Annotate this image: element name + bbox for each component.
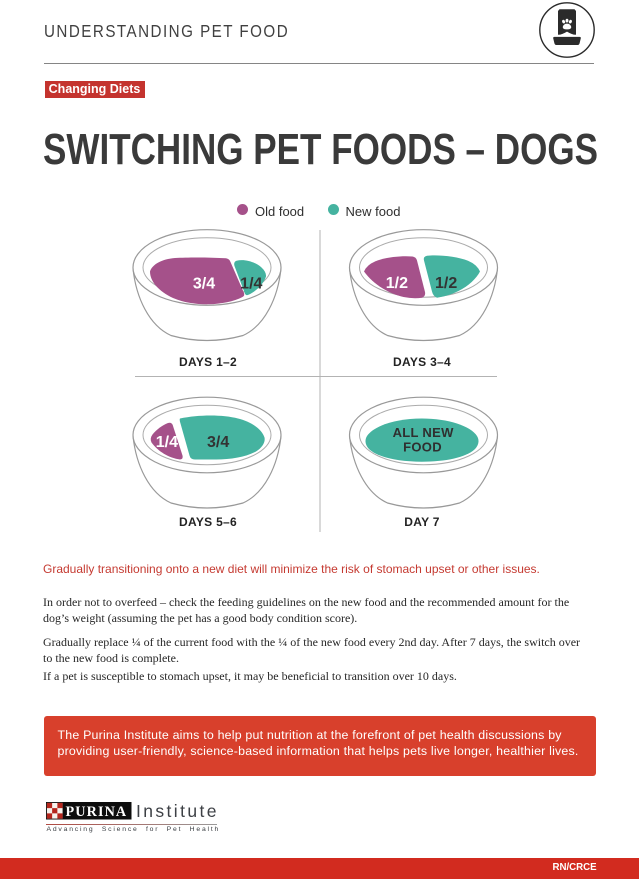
svg-text:PURINA: PURINA (66, 803, 128, 819)
svg-text:1/4: 1/4 (156, 434, 178, 451)
svg-text:3/4: 3/4 (193, 276, 215, 293)
svg-text:ALL NEW: ALL NEW (393, 425, 455, 440)
svg-text:1/2: 1/2 (386, 275, 408, 292)
svg-text:1/2: 1/2 (435, 275, 457, 292)
svg-text:3/4: 3/4 (207, 434, 229, 451)
svg-text:1/4: 1/4 (240, 276, 262, 293)
svg-text:FOOD: FOOD (403, 439, 442, 454)
